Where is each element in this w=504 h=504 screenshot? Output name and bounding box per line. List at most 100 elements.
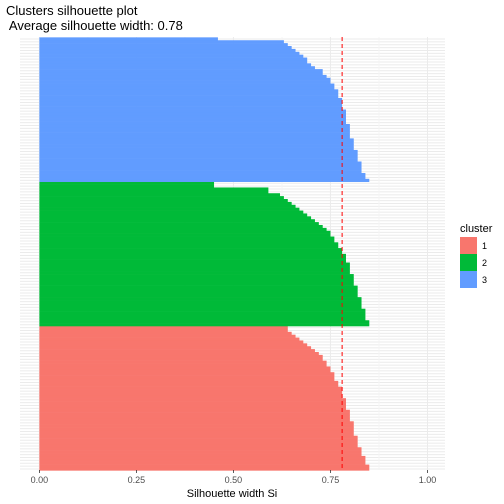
silhouette-bar-cluster-1 — [39, 421, 354, 425]
silhouette-bar-cluster-1 — [39, 369, 331, 373]
silhouette-bar-cluster-3 — [39, 147, 354, 151]
silhouette-bar-cluster-1 — [39, 415, 350, 419]
silhouette-bar-cluster-1 — [39, 458, 366, 462]
silhouette-bar-cluster-2 — [39, 224, 323, 229]
silhouette-bar-cluster-1 — [39, 326, 288, 330]
silhouette-bar-cluster-1 — [39, 429, 354, 434]
silhouette-bar-cluster-3 — [39, 43, 288, 47]
silhouette-bar-cluster-2 — [39, 193, 281, 197]
silhouette-bar-cluster-1 — [39, 363, 327, 367]
silhouette-bar-cluster-3 — [39, 152, 358, 157]
silhouette-bar-cluster-3 — [39, 170, 362, 174]
legend-title: cluster — [460, 223, 493, 235]
silhouette-bar-cluster-2 — [39, 256, 346, 260]
silhouette-bar-cluster-3 — [39, 161, 362, 165]
silhouette-bar-cluster-2 — [39, 300, 362, 304]
silhouette-bar-cluster-1 — [39, 432, 354, 437]
silhouette-bar-cluster-1 — [39, 447, 362, 451]
silhouette-bar-cluster-2 — [39, 285, 358, 289]
silhouette-bar-cluster-1 — [39, 464, 370, 468]
legend-key-2 — [460, 254, 477, 271]
silhouette-bar-cluster-1 — [39, 450, 362, 454]
silhouette-bar-cluster-2 — [39, 259, 346, 263]
silhouette-bar-cluster-3 — [39, 57, 308, 61]
silhouette-bar-cluster-2 — [39, 305, 362, 309]
silhouette-bar-cluster-1 — [39, 375, 335, 379]
silhouette-bar-cluster-1 — [39, 346, 312, 350]
silhouette-bar-cluster-2 — [39, 216, 312, 220]
silhouette-bar-cluster-2 — [39, 323, 370, 327]
silhouette-bar-cluster-1 — [39, 424, 354, 428]
legend-label-2: 2 — [482, 258, 487, 268]
silhouette-bar-cluster-2 — [39, 236, 335, 240]
silhouette-bar-cluster-1 — [39, 377, 335, 382]
silhouette-bar-cluster-3 — [39, 71, 323, 76]
silhouette-bar-cluster-3 — [39, 51, 300, 55]
silhouette-bar-cluster-1 — [39, 383, 339, 387]
silhouette-bar-cluster-3 — [39, 63, 312, 67]
silhouette-bar-cluster-3 — [39, 149, 358, 154]
silhouette-bar-cluster-3 — [39, 112, 346, 116]
x-tick-layer: 0.00 0.25 0.50 0.75 1.00 — [31, 470, 437, 485]
silhouette-bar-cluster-2 — [39, 271, 350, 275]
silhouette-bar-cluster-2 — [39, 184, 215, 188]
silhouette-bar-cluster-1 — [39, 435, 358, 439]
silhouette-bar-cluster-3 — [39, 167, 362, 171]
silhouette-bar-cluster-2 — [39, 219, 315, 223]
silhouette-bar-cluster-2 — [39, 213, 308, 217]
silhouette-bar-cluster-2 — [39, 210, 304, 214]
silhouette-bar-cluster-3 — [39, 69, 323, 73]
silhouette-bar-cluster-3 — [39, 60, 308, 64]
silhouette-bar-cluster-2 — [39, 262, 350, 266]
silhouette-bar-cluster-2 — [39, 317, 366, 321]
silhouette-bar-cluster-1 — [39, 455, 366, 460]
silhouette-bar-cluster-3 — [39, 92, 339, 96]
silhouette-bar-cluster-2 — [39, 288, 358, 292]
silhouette-bar-cluster-1 — [39, 328, 288, 333]
legend: cluster 1 2 3 — [460, 223, 493, 288]
silhouette-bar-cluster-3 — [39, 109, 346, 113]
silhouette-bar-cluster-3 — [39, 83, 335, 87]
silhouette-bar-cluster-2 — [39, 308, 366, 312]
chart-subtitle: Average silhouette width: 0.78 — [6, 18, 183, 33]
silhouette-bar-cluster-3 — [39, 164, 362, 168]
silhouette-bar-cluster-3 — [39, 86, 335, 90]
silhouette-bar-cluster-2 — [39, 302, 362, 307]
silhouette-bar-cluster-2 — [39, 294, 358, 298]
silhouette-bar-cluster-3 — [39, 66, 315, 70]
silhouette-bar-cluster-3 — [39, 37, 218, 41]
silhouette-bar-cluster-1 — [39, 351, 319, 356]
silhouette-bar-cluster-1 — [39, 406, 346, 411]
silhouette-bar-cluster-3 — [39, 135, 350, 139]
silhouette-bar-cluster-2 — [39, 196, 284, 200]
silhouette-bar-cluster-1 — [39, 366, 331, 370]
silhouette-bar-cluster-3 — [39, 48, 296, 53]
silhouette-bar-cluster-1 — [39, 403, 346, 408]
silhouette-bar-cluster-1 — [39, 349, 315, 353]
silhouette-bar-cluster-3 — [39, 118, 346, 122]
silhouette-bar-cluster-1 — [39, 441, 358, 445]
silhouette-bar-cluster-2 — [39, 297, 362, 301]
x-tick-label: 0.50 — [225, 475, 243, 485]
silhouette-bar-cluster-2 — [39, 187, 269, 191]
silhouette-bar-cluster-3 — [39, 46, 292, 50]
silhouette-bar-cluster-2 — [39, 311, 366, 315]
silhouette-bar-cluster-1 — [39, 334, 296, 338]
x-tick-label: 1.00 — [419, 475, 437, 485]
silhouette-bar-cluster-2 — [39, 276, 354, 281]
silhouette-bar-cluster-1 — [39, 354, 323, 359]
silhouette-bar-cluster-3 — [39, 97, 343, 102]
silhouette-bar-cluster-3 — [39, 175, 366, 180]
silhouette-bar-cluster-2 — [39, 207, 300, 211]
silhouette-bar-cluster-3 — [39, 129, 350, 133]
silhouette-bar-cluster-3 — [39, 40, 284, 44]
silhouette-bar-cluster-3 — [39, 103, 343, 107]
silhouette-bar-cluster-2 — [39, 268, 350, 272]
silhouette-bar-cluster-3 — [39, 138, 354, 142]
silhouette-bar-cluster-3 — [39, 132, 350, 136]
silhouette-bar-cluster-1 — [39, 386, 343, 390]
silhouette-bar-cluster-2 — [39, 314, 366, 318]
x-tick-label: 0.75 — [322, 475, 340, 485]
silhouette-bar-cluster-3 — [39, 158, 358, 162]
silhouette-bar-cluster-3 — [39, 178, 370, 182]
